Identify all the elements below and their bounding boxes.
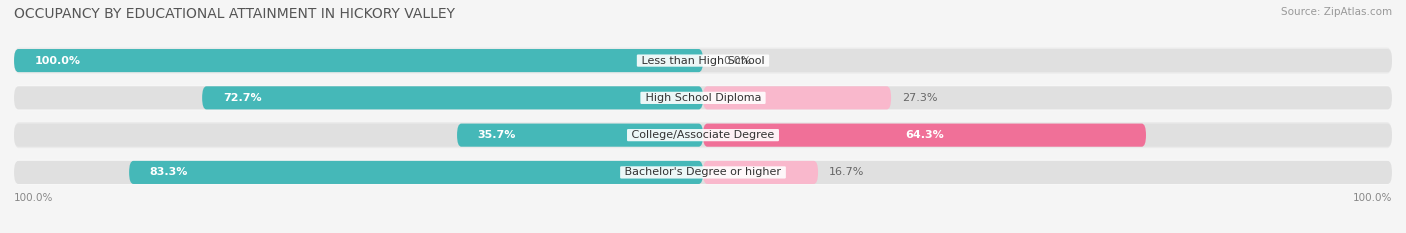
Text: 27.3%: 27.3% — [903, 93, 938, 103]
FancyBboxPatch shape — [14, 86, 1392, 110]
Text: OCCUPANCY BY EDUCATIONAL ATTAINMENT IN HICKORY VALLEY: OCCUPANCY BY EDUCATIONAL ATTAINMENT IN H… — [14, 7, 456, 21]
FancyBboxPatch shape — [703, 86, 891, 110]
Text: 35.7%: 35.7% — [478, 130, 516, 140]
FancyBboxPatch shape — [14, 123, 1392, 147]
FancyBboxPatch shape — [202, 86, 703, 110]
FancyBboxPatch shape — [703, 123, 1146, 147]
Text: 64.3%: 64.3% — [905, 130, 943, 140]
FancyBboxPatch shape — [14, 48, 1392, 74]
Text: 100.0%: 100.0% — [14, 193, 53, 203]
Text: 100.0%: 100.0% — [35, 56, 80, 65]
Text: 0.0%: 0.0% — [724, 56, 752, 65]
FancyBboxPatch shape — [457, 123, 703, 147]
Text: Bachelor's Degree or higher: Bachelor's Degree or higher — [621, 168, 785, 177]
FancyBboxPatch shape — [14, 122, 1392, 148]
Text: College/Associate Degree: College/Associate Degree — [628, 130, 778, 140]
FancyBboxPatch shape — [129, 161, 703, 184]
Text: Less than High School: Less than High School — [638, 56, 768, 65]
FancyBboxPatch shape — [14, 85, 1392, 111]
FancyBboxPatch shape — [14, 49, 703, 72]
FancyBboxPatch shape — [703, 161, 818, 184]
Text: 100.0%: 100.0% — [1353, 193, 1392, 203]
FancyBboxPatch shape — [14, 49, 1392, 72]
Text: High School Diploma: High School Diploma — [641, 93, 765, 103]
FancyBboxPatch shape — [14, 159, 1392, 185]
FancyBboxPatch shape — [14, 161, 1392, 184]
Text: 16.7%: 16.7% — [830, 168, 865, 177]
Text: Source: ZipAtlas.com: Source: ZipAtlas.com — [1281, 7, 1392, 17]
Text: 83.3%: 83.3% — [150, 168, 188, 177]
Text: 72.7%: 72.7% — [222, 93, 262, 103]
